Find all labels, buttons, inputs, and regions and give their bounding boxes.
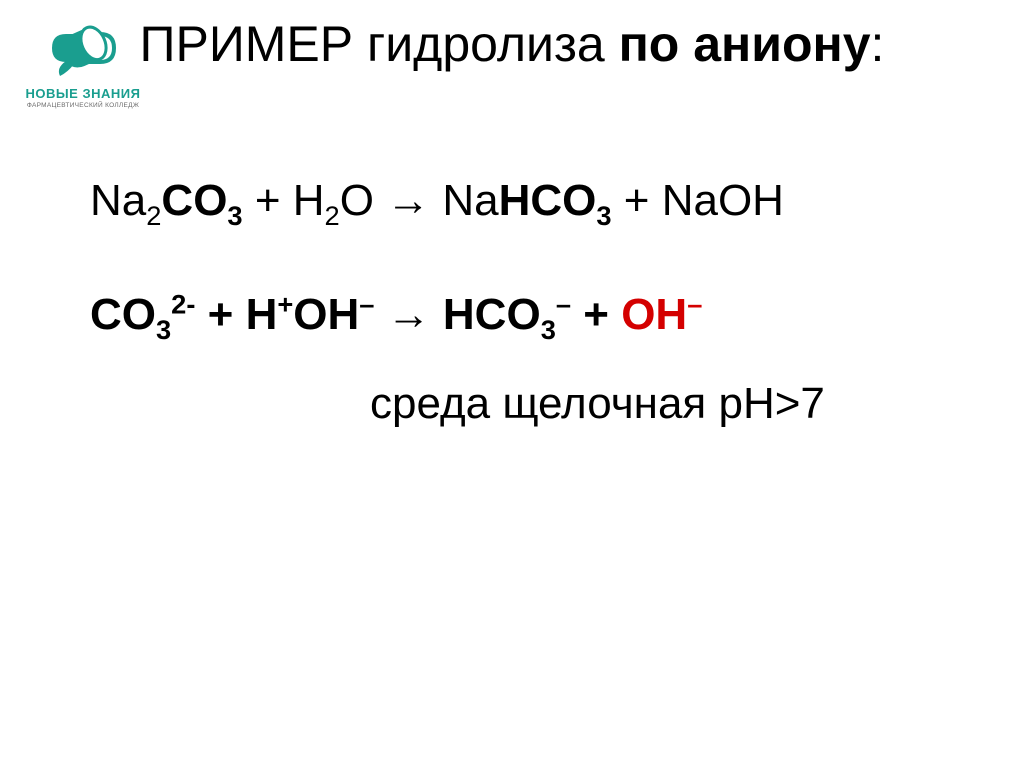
capsule-icon <box>46 18 120 82</box>
equation-ionic: CO32- + H+OH– → HCO3– + OH– <box>90 278 1024 353</box>
eq1-plus-h: + H <box>243 176 325 225</box>
eq2-red-oh-sup: – <box>687 289 702 320</box>
eq1-o-arrow-na: O → Na <box>340 176 499 225</box>
slide-body: Na2CO3 + H2O → NaHCO3 + NaOH CO32- + H+O… <box>0 164 1024 442</box>
brand-logo: НОВЫЕ ЗНАНИЯ ФАРМАЦЕВТИЧЕСКИЙ КОЛЛЕДЖ <box>18 18 148 109</box>
slide-title: ПРИМЕР гидролиза по аниону: <box>0 0 1024 74</box>
eq2-arrow-hco: → HCO <box>374 290 540 339</box>
eq2-hco-sub: 3 <box>541 314 556 345</box>
eq1-hco-sub: 3 <box>596 199 611 230</box>
eq1-h-sub: 2 <box>325 199 340 230</box>
title-word-2: гидролиза <box>353 16 618 72</box>
title-word-3: по аниону <box>619 16 871 72</box>
brand-name: НОВЫЕ ЗНАНИЯ <box>18 86 148 101</box>
eq2-oh: OH <box>293 290 359 339</box>
eq1-co-sub: 3 <box>227 199 242 230</box>
eq2-h-sup: + <box>277 289 293 320</box>
eq1-co: CO <box>161 176 227 225</box>
eq2-co-sup: 2- <box>171 289 195 320</box>
eq2-hco-sup: – <box>556 289 571 320</box>
eq2-co: CO <box>90 290 156 339</box>
equation-molecular: Na2CO3 + H2O → NaHCO3 + NaOH <box>90 164 1024 239</box>
eq2-plus-h: + H <box>195 290 277 339</box>
eq2-plus: + <box>571 290 621 339</box>
environment-line: среда щелочная рН>7 <box>90 367 1024 442</box>
eq1-hco: HCO <box>499 176 597 225</box>
brand-subtitle: ФАРМАЦЕВТИЧЕСКИЙ КОЛЛЕДЖ <box>18 102 148 109</box>
eq2-oh-sup: – <box>359 289 374 320</box>
eq1-na: Na <box>90 176 146 225</box>
title-word-1: ПРИМЕР <box>140 16 354 72</box>
title-colon: : <box>871 16 885 72</box>
eq1-plus-naoh: + NaOH <box>612 176 784 225</box>
eq2-red-oh: OH <box>621 290 687 339</box>
eq2-co-sub: 3 <box>156 314 171 345</box>
eq1-na-sub: 2 <box>146 199 161 230</box>
